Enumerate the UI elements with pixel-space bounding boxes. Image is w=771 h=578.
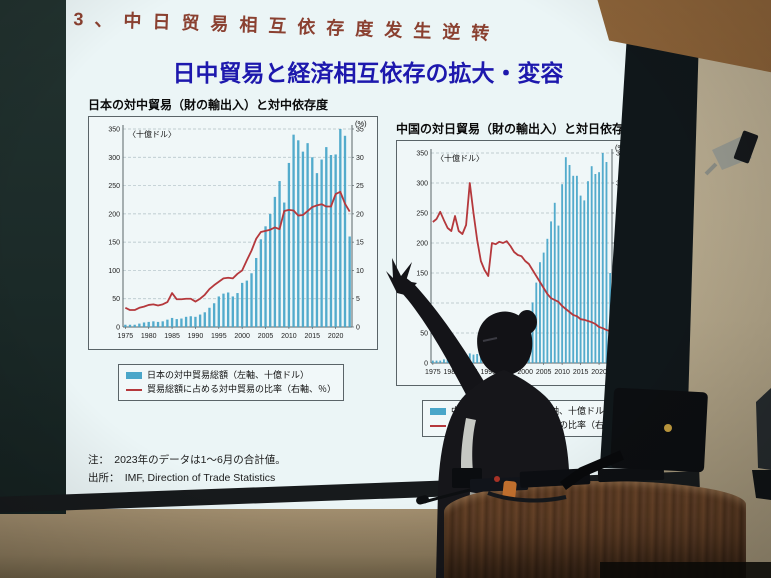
chart-china-svg: 05010015020025030035005101520253035〈十億ドル… (416, 143, 627, 376)
svg-text:100: 100 (416, 301, 428, 308)
wall-camera (704, 130, 759, 176)
svg-text:150: 150 (416, 271, 428, 278)
bar-swatch-icon (430, 407, 446, 415)
svg-text:2015: 2015 (573, 369, 589, 376)
svg-text:50: 50 (112, 296, 120, 303)
right-edge-object (752, 388, 771, 500)
svg-text:250: 250 (108, 183, 120, 190)
svg-text:15: 15 (356, 240, 364, 247)
svg-text:1975: 1975 (118, 333, 134, 340)
svg-text:0: 0 (424, 361, 428, 368)
svg-text:150: 150 (108, 240, 120, 247)
svg-text:5: 5 (356, 296, 360, 303)
svg-text:100: 100 (108, 268, 120, 275)
dark-side-wall (0, 0, 66, 514)
note-source: 出所： IMF, Direction of Trade Statistics (88, 471, 276, 484)
legend-line-label: 貿易総額に占める対中貿易の比率（右軸、％） (147, 384, 337, 395)
svg-text:2015: 2015 (304, 333, 320, 340)
svg-text:25: 25 (356, 183, 364, 190)
svg-text:(%): (%) (355, 119, 367, 128)
chart-japan-plot: 0 50 100 150 200 250 300 350 0 5 10 15 20 25 30 35 〈十億ドル… (88, 116, 378, 350)
svg-text:0: 0 (116, 325, 120, 332)
chart-japan-title: 日本の対中貿易（財の輸出入）と対中依存度 (88, 98, 329, 112)
legend-bar-label: 日本の対中貿易総額（左軸、十億ドル） (147, 370, 310, 380)
svg-text:2000: 2000 (234, 333, 250, 340)
svg-text:250: 250 (416, 211, 428, 218)
svg-text:30: 30 (356, 155, 364, 162)
chart-china-block: 中国の対日貿易（財の輸出入）と対日依存度 0 50 100 150 200 250 300 3… (396, 120, 649, 437)
presentation-slide: 3、中日贸易相互依存度发生逆转 日中貿易と経済相互依存の拡大・変容 日本の対中貿… (58, 0, 649, 509)
svg-text:1995: 1995 (499, 369, 515, 376)
wall-camera-body (712, 136, 752, 170)
svg-text:2020: 2020 (591, 369, 607, 376)
svg-text:〈十億ドル〉: 〈十億ドル〉 (128, 129, 176, 139)
handwritten-header: 3、中日贸易相互依存度发生逆转 (73, 8, 501, 44)
svg-text:300: 300 (108, 155, 120, 162)
svg-text:2000: 2000 (517, 369, 533, 376)
svg-text:〈十億ドル〉: 〈十億ドル〉 (436, 153, 484, 163)
chart-china-plot: 05010015020025030035005101520253035〈十億ドル… (396, 140, 640, 386)
svg-text:1980: 1980 (141, 333, 157, 340)
slide-notes: 注： 2023年のデータは1～6月の合計値。 出所： IMF, Directio… (88, 452, 286, 488)
svg-text:1985: 1985 (462, 369, 478, 376)
svg-text:2010: 2010 (281, 333, 297, 340)
svg-text:1990: 1990 (188, 333, 204, 340)
chart-japan-block: 日本の対中貿易（財の輸出入）と対中依存度 0 50 100 150 200 250 300 3… (88, 96, 378, 401)
svg-text:1975: 1975 (425, 369, 441, 376)
svg-text:35: 35 (356, 127, 364, 134)
line-swatch-icon (430, 424, 446, 427)
svg-text:350: 350 (108, 127, 120, 134)
wall-camera-lens (733, 130, 759, 164)
wall-camera-bracket (704, 162, 718, 176)
svg-text:10: 10 (356, 268, 364, 275)
svg-text:2020: 2020 (328, 333, 344, 340)
svg-text:2005: 2005 (536, 369, 552, 376)
svg-text:200: 200 (108, 211, 120, 218)
svg-text:1995: 1995 (211, 333, 227, 340)
svg-text:1985: 1985 (164, 333, 180, 340)
slide-title: 日中貿易と経済相互依存の拡大・変容 (172, 60, 564, 86)
svg-text:0: 0 (356, 325, 360, 332)
lower-wall (0, 500, 480, 578)
svg-text:1980: 1980 (444, 369, 460, 376)
line-swatch-icon (126, 388, 142, 391)
chart-japan-svg: 0 50 100 150 200 250 300 350 0 5 10 15 20 25 30 35 〈十億ドル… (108, 119, 367, 340)
legend-bar-label: 中国の対日貿易総額（左軸、十億ドル） (451, 406, 614, 416)
svg-text:2010: 2010 (554, 369, 570, 376)
svg-text:350: 350 (416, 151, 428, 158)
legend-row-bars: 日本の対中貿易総額（左軸、十億ドル） (126, 368, 336, 382)
note-data-period: 注： 2023年のデータは1～6月の合計値。 (88, 454, 286, 466)
chart-china-title: 中国の対日貿易（財の輸出入）と対日依存度 (396, 122, 637, 136)
svg-text:2005: 2005 (258, 333, 274, 340)
svg-text:300: 300 (416, 181, 428, 188)
dark-panel (756, 388, 771, 470)
legend-row-line: 貿易総額に占める対中貿易の比率（右軸、％） (126, 382, 336, 396)
svg-text:50: 50 (420, 331, 428, 338)
svg-text:20: 20 (356, 211, 364, 218)
svg-text:1990: 1990 (480, 369, 496, 376)
wooden-podium (444, 481, 746, 578)
dark-panel-lower (752, 470, 771, 500)
chart-japan-legend: 日本の対中貿易総額（左軸、十億ドル） 貿易総額に占める対中貿易の比率（右軸、％） (118, 364, 345, 401)
svg-text:200: 200 (416, 241, 428, 248)
bar-swatch-icon (126, 371, 142, 379)
